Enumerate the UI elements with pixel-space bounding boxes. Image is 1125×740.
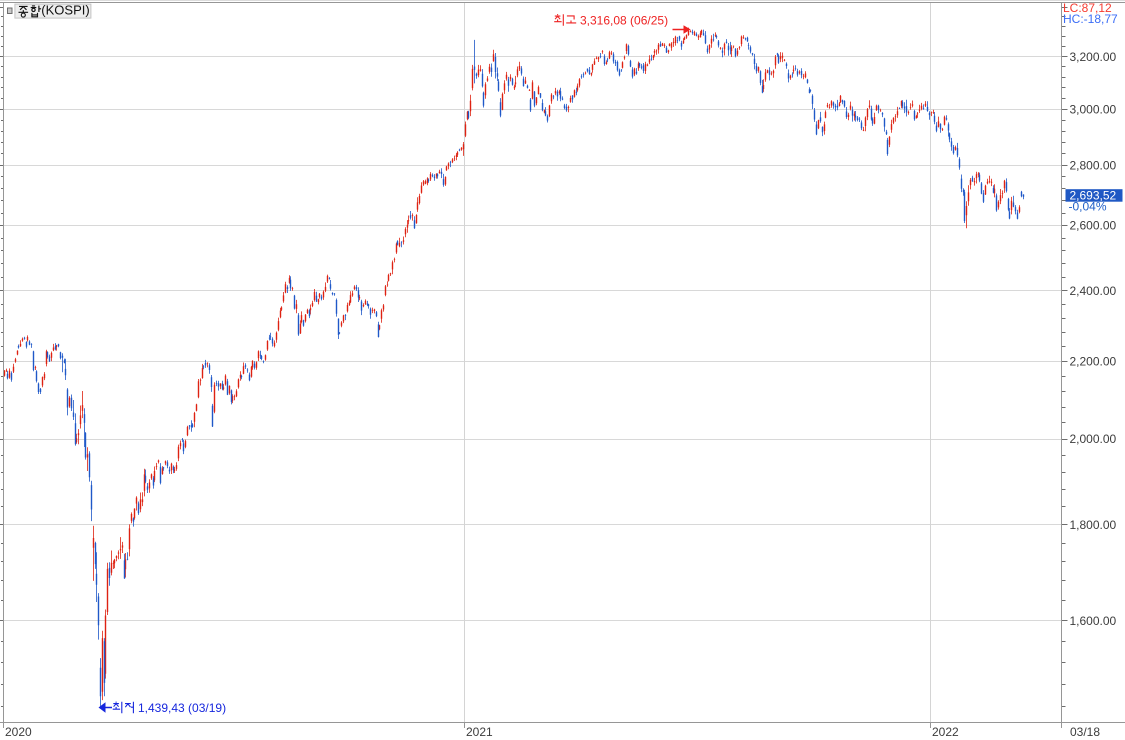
svg-text:HC:-18,77: HC:-18,77 [1063, 12, 1118, 26]
svg-text:2022: 2022 [932, 725, 959, 739]
svg-text:1,600.00: 1,600.00 [1070, 614, 1117, 628]
svg-text:2,600.00: 2,600.00 [1070, 219, 1117, 233]
svg-text:3,200.00: 3,200.00 [1070, 50, 1117, 64]
svg-text:-0,04%: -0,04% [1069, 200, 1107, 214]
svg-text:(KOSPI): (KOSPI) [41, 3, 89, 18]
svg-text:03/18: 03/18 [1070, 725, 1100, 739]
svg-text:3,000.00: 3,000.00 [1070, 102, 1117, 116]
svg-text:1,800.00: 1,800.00 [1070, 518, 1117, 532]
svg-text:2020: 2020 [5, 725, 32, 739]
svg-text:2,200.00: 2,200.00 [1070, 355, 1117, 369]
svg-text:2,400.00: 2,400.00 [1070, 284, 1117, 298]
svg-text:2021: 2021 [466, 725, 493, 739]
svg-text:2,693,52: 2,693,52 [1070, 188, 1117, 202]
svg-text:1,439,43 (03/19): 1,439,43 (03/19) [138, 701, 226, 715]
svg-text:3,316,08 (06/25): 3,316,08 (06/25) [580, 13, 668, 27]
svg-text:2,800.00: 2,800.00 [1070, 158, 1117, 172]
svg-text:LC:87,12: LC:87,12 [1063, 1, 1112, 15]
svg-text:2,000.00: 2,000.00 [1070, 432, 1117, 446]
